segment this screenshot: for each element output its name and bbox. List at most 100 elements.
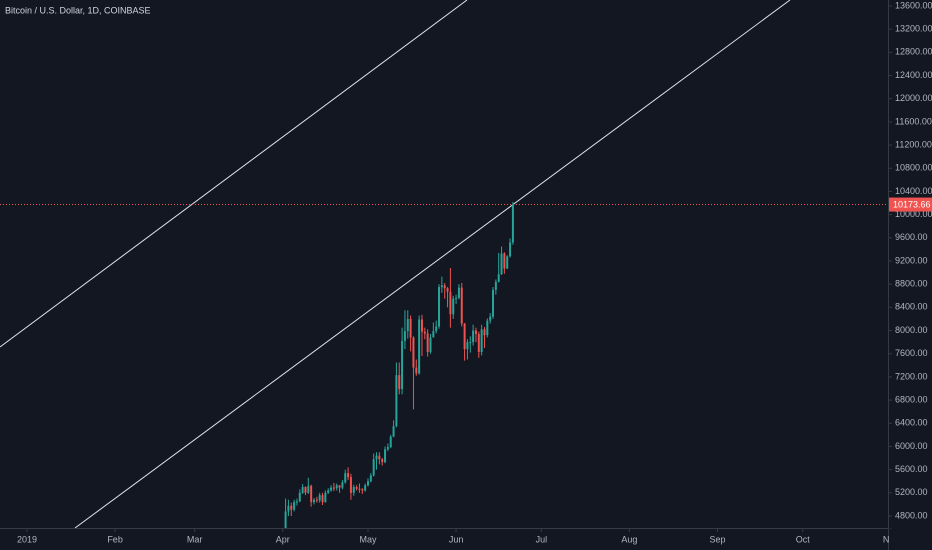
candle-body <box>489 316 492 321</box>
candle-body <box>381 459 384 463</box>
candle-body <box>307 485 310 493</box>
y-tick-label: 10400.00 <box>895 186 932 196</box>
candle-body <box>378 455 381 460</box>
candle-body <box>460 287 463 324</box>
candle-body <box>332 487 335 489</box>
candle-body <box>361 489 364 491</box>
x-tick-label: Jun <box>449 534 464 544</box>
candle-body <box>358 488 361 490</box>
x-tick-label: Sep <box>709 534 725 544</box>
y-tick-label: 4800.00 <box>895 510 928 520</box>
candle-body <box>355 487 358 489</box>
candle-body <box>341 482 344 488</box>
y-tick-label: 10800.00 <box>895 163 932 173</box>
candle-body <box>304 487 307 493</box>
candle-body <box>366 481 369 486</box>
candle-body <box>389 436 392 448</box>
candle-body <box>403 331 406 341</box>
y-tick-label: 8400.00 <box>895 302 928 312</box>
candle-body <box>327 490 330 493</box>
candle-body <box>438 287 441 327</box>
price-label: 10173.66 <box>893 199 931 209</box>
candle-body <box>318 495 321 501</box>
candle-body <box>406 318 409 332</box>
y-tick-label: 6800.00 <box>895 394 928 404</box>
candle-body <box>347 473 350 478</box>
candle-body <box>372 459 375 476</box>
candle-body <box>295 501 298 503</box>
candle-body <box>446 288 449 292</box>
candle-body <box>443 285 446 289</box>
x-tick-label: Aug <box>621 534 637 544</box>
candle-body <box>423 331 426 334</box>
candle-body <box>310 485 313 503</box>
candle-body <box>509 242 512 257</box>
candle-body <box>440 285 443 288</box>
candle-body <box>418 319 421 374</box>
candle-body <box>497 274 500 282</box>
candle-body <box>344 473 347 483</box>
y-tick-label: 6400.00 <box>895 418 928 428</box>
candle-body <box>392 426 395 437</box>
candle-body <box>398 375 401 390</box>
candle-body <box>486 320 489 336</box>
y-tick-label: 7600.00 <box>895 348 928 358</box>
y-tick-label: 10000.00 <box>895 209 932 219</box>
axis-corner <box>889 529 932 550</box>
candle-body <box>452 298 455 315</box>
x-tick-label: Feb <box>107 534 123 544</box>
trend-line[interactable] <box>0 0 468 348</box>
candle-body <box>506 256 509 269</box>
candle-body <box>364 485 367 491</box>
candle-body <box>315 499 318 501</box>
candle-body <box>287 505 290 512</box>
candle-body <box>401 340 404 390</box>
candle-body <box>477 334 480 352</box>
candle-body <box>466 342 469 350</box>
x-tick-label: Apr <box>276 534 290 544</box>
candle-body <box>503 253 506 269</box>
candle-body <box>335 485 338 489</box>
candle-body <box>298 492 301 502</box>
candle-body <box>352 487 355 493</box>
candle-body <box>321 495 324 503</box>
candle-body <box>290 505 293 510</box>
candle-body <box>349 477 352 493</box>
candle-body <box>284 511 287 528</box>
x-tick-label: Oct <box>796 534 811 544</box>
price-label-box <box>889 197 932 212</box>
candle-body <box>338 485 341 488</box>
candle-body <box>324 492 327 503</box>
candle-body <box>435 326 438 332</box>
candle-body <box>449 291 452 315</box>
candle-body <box>301 487 304 493</box>
candle-body <box>293 502 296 510</box>
candle-body <box>463 323 466 350</box>
candle-body <box>500 253 503 275</box>
y-tick-label: 13600.00 <box>895 0 932 10</box>
y-tick-label: 6000.00 <box>895 441 928 451</box>
y-tick-label: 9200.00 <box>895 255 928 265</box>
y-tick-label: 11600.00 <box>895 116 932 126</box>
y-tick-label: 11200.00 <box>895 139 932 149</box>
candle-body <box>386 447 389 450</box>
candle-body <box>313 499 315 503</box>
plot-area <box>0 0 888 528</box>
candle-body <box>492 289 495 317</box>
y-tick-label: 12800.00 <box>895 47 932 57</box>
candle-body <box>480 329 483 352</box>
x-tick-label: May <box>359 534 377 544</box>
candle-body <box>429 337 432 352</box>
y-tick-label: 9600.00 <box>895 232 928 242</box>
candle-body <box>494 281 497 290</box>
candle-body <box>432 331 435 338</box>
trend-line[interactable] <box>74 0 791 528</box>
candle-body <box>384 449 387 463</box>
y-tick-label: 7200.00 <box>895 371 928 381</box>
candle-body <box>457 287 460 299</box>
candle-body <box>369 475 372 482</box>
candle-body <box>474 330 477 335</box>
candle-body <box>483 329 486 336</box>
